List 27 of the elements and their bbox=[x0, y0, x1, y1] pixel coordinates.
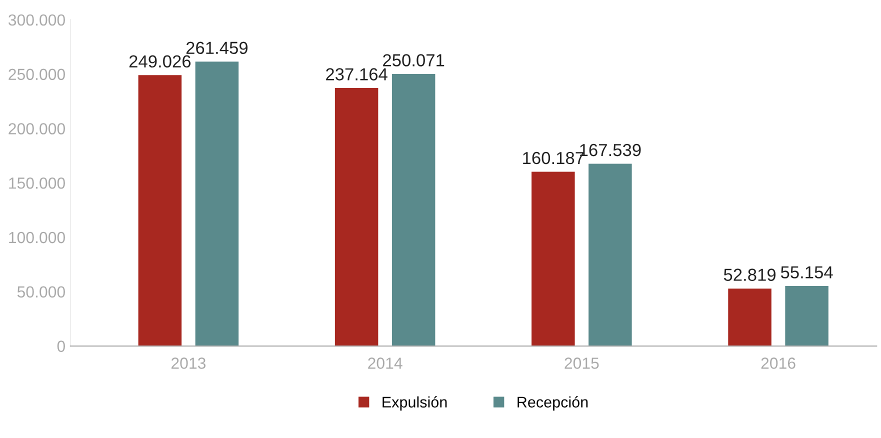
y-tick-label: 50.000 bbox=[17, 286, 65, 298]
bar bbox=[588, 164, 632, 346]
y-tick-label: 100.000 bbox=[9, 232, 65, 244]
bar bbox=[138, 75, 182, 346]
bar bbox=[392, 74, 436, 346]
y-tick-label: 200.000 bbox=[8, 123, 65, 134]
y-tick-label: 300.000 bbox=[8, 14, 65, 26]
legend-label: Expulsión bbox=[382, 396, 447, 411]
bar bbox=[728, 288, 772, 346]
data-label: 52.819 bbox=[724, 268, 776, 281]
bar bbox=[532, 172, 575, 346]
x-tick-label: 2015 bbox=[564, 358, 599, 369]
y-tick-label: 250.000 bbox=[8, 68, 65, 80]
bar bbox=[785, 286, 828, 346]
x-tick-label: 2014 bbox=[368, 358, 402, 369]
data-label: 237.164 bbox=[326, 68, 388, 80]
bar bbox=[195, 62, 239, 346]
data-label: 55.154 bbox=[780, 266, 833, 278]
legend-label: Recepción bbox=[518, 396, 588, 411]
bar bbox=[334, 88, 378, 346]
y-tick-label: 150.000 bbox=[9, 178, 65, 189]
data-label: 261.459 bbox=[186, 42, 248, 54]
data-label: 250.071 bbox=[383, 54, 444, 66]
y-tick-label: 0 bbox=[57, 340, 65, 352]
x-tick-label: 2016 bbox=[761, 358, 796, 369]
data-label: 249.026 bbox=[129, 55, 191, 68]
x-tick-label: 2013 bbox=[171, 358, 206, 369]
